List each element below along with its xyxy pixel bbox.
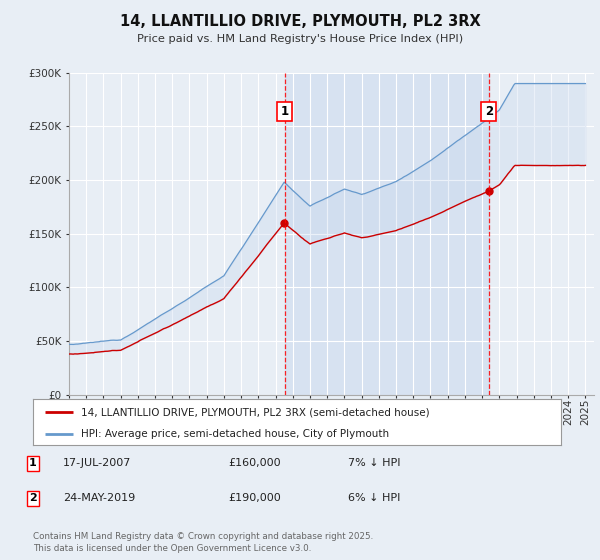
Text: HPI: Average price, semi-detached house, City of Plymouth: HPI: Average price, semi-detached house,… <box>80 429 389 438</box>
Text: 2: 2 <box>485 105 493 118</box>
Text: 6% ↓ HPI: 6% ↓ HPI <box>348 493 400 503</box>
Text: Price paid vs. HM Land Registry's House Price Index (HPI): Price paid vs. HM Land Registry's House … <box>137 34 463 44</box>
Text: 24-MAY-2019: 24-MAY-2019 <box>63 493 135 503</box>
Text: 14, LLANTILLIO DRIVE, PLYMOUTH, PL2 3RX: 14, LLANTILLIO DRIVE, PLYMOUTH, PL2 3RX <box>119 14 481 29</box>
Text: 17-JUL-2007: 17-JUL-2007 <box>63 458 131 468</box>
Text: £190,000: £190,000 <box>228 493 281 503</box>
Text: 7% ↓ HPI: 7% ↓ HPI <box>348 458 401 468</box>
Text: Contains HM Land Registry data © Crown copyright and database right 2025.
This d: Contains HM Land Registry data © Crown c… <box>33 533 373 553</box>
Text: 1: 1 <box>29 458 37 468</box>
Text: 1: 1 <box>281 105 289 118</box>
Text: 14, LLANTILLIO DRIVE, PLYMOUTH, PL2 3RX (semi-detached house): 14, LLANTILLIO DRIVE, PLYMOUTH, PL2 3RX … <box>80 407 429 417</box>
Text: 2: 2 <box>29 493 37 503</box>
Text: £160,000: £160,000 <box>228 458 281 468</box>
Bar <box>285 73 489 395</box>
